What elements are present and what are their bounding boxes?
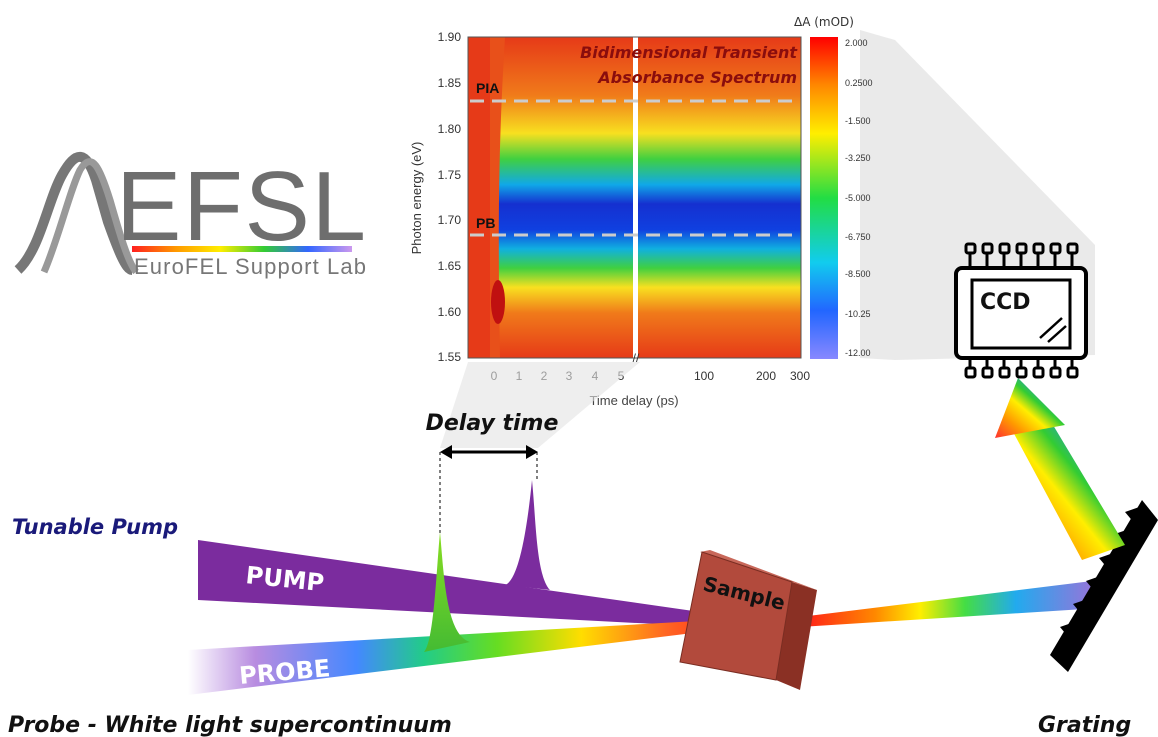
colorbar-title: ΔA (mOD)	[794, 15, 854, 29]
pia-label: PIA	[476, 80, 499, 96]
delay-time-indicator: Delay time	[426, 411, 559, 535]
probe-beam-body	[188, 618, 750, 695]
colorbar-tick: -1.500	[845, 116, 871, 126]
heatmap-pre-zero	[468, 37, 490, 358]
sample: Sample	[679, 550, 817, 690]
y-tick: 1.55	[438, 350, 462, 364]
colorbar-tick: -5.000	[845, 193, 871, 203]
colorbar-tick: -12.00	[845, 348, 871, 358]
efsl-logo: EFSL EuroFEL Support Lab	[14, 151, 366, 279]
y-axis-ticks: 1.90 1.85 1.80 1.75 1.70 1.65 1.60 1.55	[438, 30, 462, 364]
transient-absorbance-spectrum: PIA PB Bidimensional Transient Absorbanc…	[409, 15, 873, 408]
y-tick: 1.65	[438, 259, 462, 273]
logo-spectrum-bar	[132, 246, 352, 252]
probe-source-label: Probe - White light supercontinuum	[8, 713, 452, 737]
delay-time-label: Delay time	[426, 411, 559, 436]
colorbar-tick: -8.500	[845, 269, 871, 279]
ccd-glare-1	[1039, 317, 1063, 339]
heatmap-onset	[490, 37, 505, 358]
y-tick: 1.85	[438, 76, 462, 90]
grating-label: Grating	[1038, 713, 1131, 737]
sample-side	[776, 582, 817, 690]
x-axis-break-mark: //	[633, 351, 640, 365]
colorbar: ΔA (mOD) 2.000 0.2500 -1.500 -3.250 -5.0…	[794, 15, 873, 359]
pump-beam: PUMP	[198, 480, 770, 630]
y-axis-label: Photon energy (eV)	[409, 142, 424, 255]
probe-transmitted-beam	[800, 580, 1100, 627]
ccd-bottom-pins	[964, 358, 1079, 379]
x-tick: 200	[756, 369, 776, 383]
y-tick: 1.60	[438, 305, 462, 319]
spectrum-title-line2: Absorbance Spectrum	[596, 68, 797, 87]
x-tick: 300	[790, 369, 810, 383]
dispersed-beam-arrowhead	[995, 378, 1065, 438]
dispersed-beam	[995, 378, 1125, 560]
pump-beam-body	[198, 540, 770, 630]
ccd-glare-2	[1047, 325, 1067, 343]
ccd-detector: CCD	[954, 242, 1088, 379]
x-tick: 100	[694, 369, 714, 383]
x-axis-label: Time delay (ps)	[589, 393, 678, 408]
probe-beam: PROBE	[188, 532, 1100, 695]
ccd-label: CCD	[980, 290, 1031, 315]
sample-front	[679, 551, 793, 681]
heatmap-frame	[467, 36, 802, 359]
delay-arrowhead-left	[440, 445, 452, 459]
sample-top	[700, 550, 817, 590]
axis-break	[633, 37, 638, 358]
y-tick: 1.90	[438, 30, 462, 44]
logo-subtitle: EuroFEL Support Lab	[134, 254, 366, 279]
y-tick: 1.70	[438, 213, 462, 227]
y-tick: 1.75	[438, 168, 462, 182]
zoom-cone-delay	[440, 362, 640, 448]
y-tick: 1.80	[438, 122, 462, 136]
early-time-feature	[491, 280, 505, 324]
colorbar-tick: -3.250	[845, 153, 871, 163]
ccd-top-pins	[964, 242, 1079, 268]
delay-arrowhead-right	[526, 445, 538, 459]
spectrum-title-line1: Bidimensional Transient	[580, 43, 798, 62]
grating	[1050, 500, 1158, 672]
colorbar-gradient	[810, 37, 838, 359]
colorbar-tick: -6.750	[845, 232, 871, 242]
dispersed-beam-body	[1012, 420, 1125, 560]
pump-source-label: Tunable Pump	[12, 515, 178, 539]
pump-pulse	[505, 480, 550, 590]
colorbar-tick: -10.25	[845, 309, 871, 319]
pb-label: PB	[476, 215, 495, 231]
probe-pulse	[424, 532, 470, 652]
colorbar-tick: 0.2500	[845, 78, 873, 88]
colorbar-tick: 2.000	[845, 38, 868, 48]
logo-brand: EFSL	[116, 151, 366, 261]
